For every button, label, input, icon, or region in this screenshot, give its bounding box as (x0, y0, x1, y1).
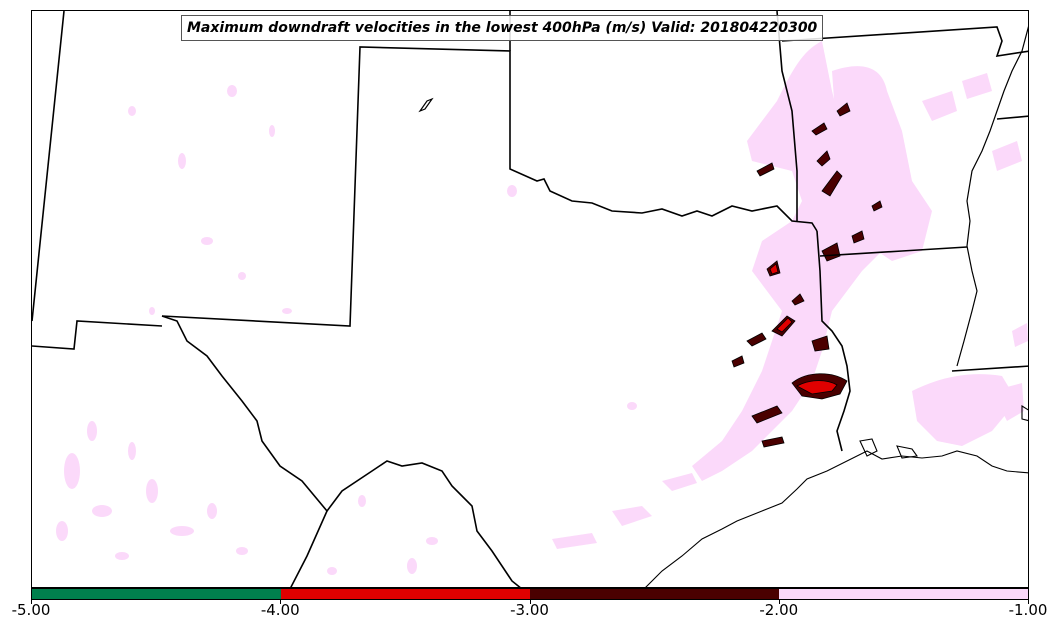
colorbar-tick-label: -3.00 (510, 601, 549, 619)
colorbar-segment (281, 589, 530, 599)
weak-downdraft-field (552, 41, 1028, 549)
colorbar-tick (280, 600, 282, 604)
colorbar-tick (31, 600, 32, 604)
strong-downdraft-cells (731, 102, 883, 448)
colorbar-segment (32, 589, 281, 599)
map-panel (31, 10, 1029, 588)
map-title: Maximum downdraft velocities in the lowe… (181, 15, 824, 41)
colorbar-segment (779, 589, 1028, 599)
colorbar-tick (1028, 600, 1029, 604)
lake-icon (418, 97, 434, 113)
scattered-weak-cells (56, 85, 637, 575)
colorbar-tick-label: -4.00 (260, 601, 300, 619)
colorbar-tick-label: -5.00 (11, 601, 51, 619)
colorbar (31, 588, 1029, 600)
state-boundaries (32, 11, 1028, 587)
colorbar-tick-label: -1.00 (1008, 601, 1048, 619)
colorbar-tick-label: -2.00 (759, 601, 799, 619)
colorbar-tick (529, 600, 531, 604)
colorbar-tick (778, 600, 780, 604)
mississippi-river (956, 26, 1028, 367)
coastline (645, 405, 1028, 587)
colorbar-segment (530, 589, 779, 599)
map-canvas (32, 11, 1028, 587)
